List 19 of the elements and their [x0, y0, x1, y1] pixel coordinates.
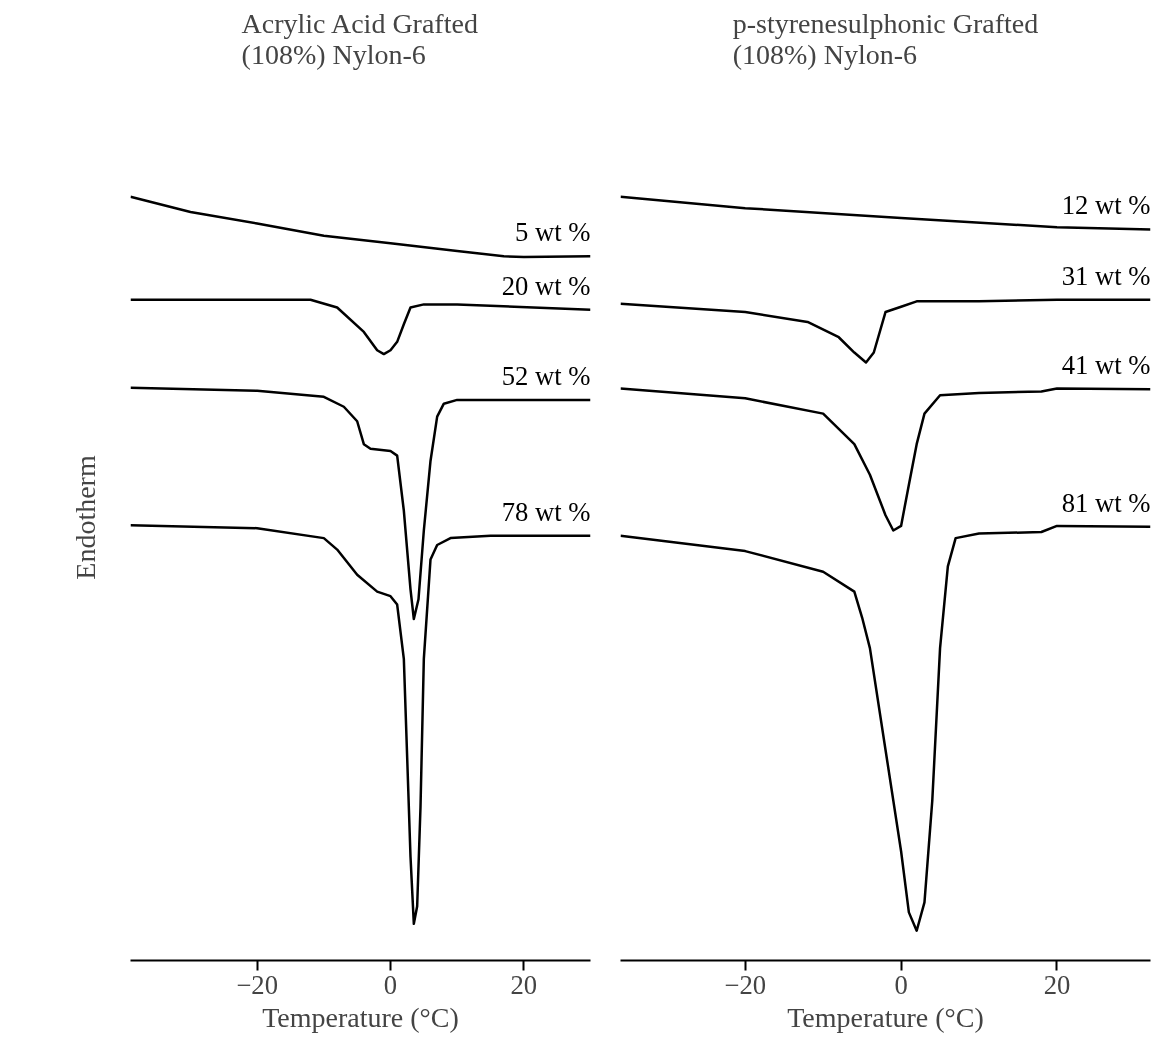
series-label: 20 wt %	[501, 270, 591, 301]
x-axis-title: Temperature (°C)	[787, 1001, 984, 1033]
series-label: 5 wt %	[514, 217, 591, 248]
x-tick-label: 0	[894, 969, 908, 1000]
chart-title: p-styrenesulphonic Grafted (108%) Nylon-6	[732, 7, 1039, 70]
series-label: 81 wt %	[1061, 487, 1151, 518]
series-label: 41 wt %	[1061, 350, 1151, 381]
series-label: 31 wt %	[1061, 260, 1151, 291]
x-axis-title: Temperature (°C)	[262, 1001, 459, 1033]
chart-title: Acrylic Acid Grafted (108%) Nylon-6	[241, 7, 478, 70]
series-label: 52 wt %	[501, 360, 591, 391]
series-label: 12 wt %	[1061, 190, 1151, 221]
series-label: 78 wt %	[501, 496, 591, 527]
x-tick-label: −20	[724, 969, 767, 1000]
y-axis-title: Endotherm	[69, 455, 101, 580]
x-tick-label: 0	[383, 969, 398, 1000]
x-tick-label: 20	[510, 969, 538, 1000]
x-tick-label: 20	[1043, 969, 1071, 1000]
x-tick-label: −20	[236, 969, 279, 1000]
